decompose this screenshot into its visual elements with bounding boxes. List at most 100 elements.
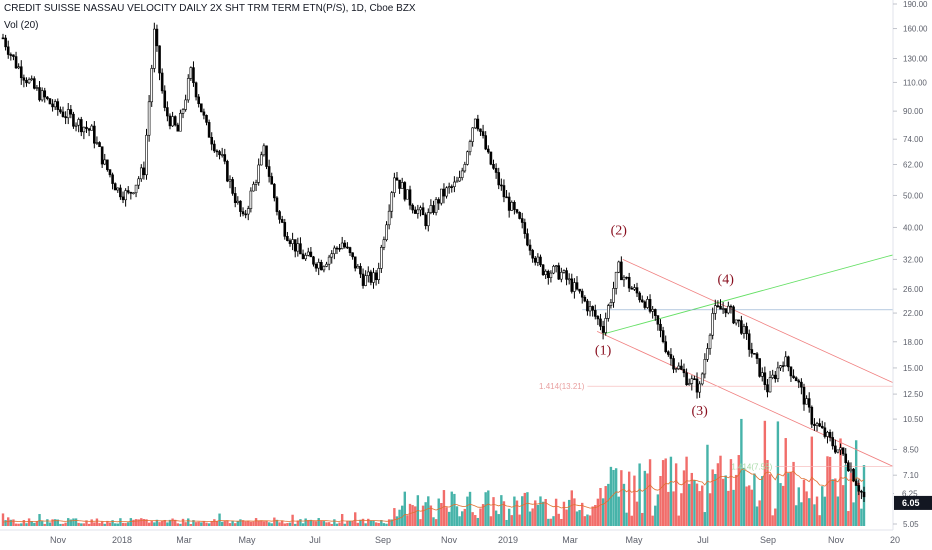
candle-body — [536, 256, 540, 263]
candle-body — [578, 288, 581, 292]
volume-bar — [695, 483, 699, 526]
volume-bar — [429, 505, 433, 526]
candle-body — [690, 378, 694, 384]
candle-body — [773, 374, 777, 380]
trend-line-green[interactable] — [602, 254, 894, 335]
candle-body — [147, 101, 151, 136]
volume-bar — [299, 519, 302, 526]
x-tick-label: Jul — [697, 535, 709, 545]
volume-bar — [466, 496, 469, 526]
candle-body — [476, 118, 480, 130]
candle-body — [484, 135, 487, 150]
volume-bar — [455, 506, 459, 526]
candle-body — [763, 372, 767, 385]
volume-bar — [77, 522, 80, 526]
volume-indicator-label[interactable]: Vol (20) — [4, 20, 39, 31]
volume-bar — [852, 502, 855, 526]
volume-bar — [158, 522, 161, 526]
candle-body — [562, 270, 566, 273]
volume-bar — [740, 418, 743, 526]
candle-body — [249, 190, 253, 209]
candle-body — [703, 359, 707, 375]
volume-bar — [768, 474, 772, 526]
candle-body — [539, 256, 542, 266]
volume-bar — [667, 491, 670, 526]
volume-bar — [826, 456, 829, 526]
y-tick-label: 160.00 — [903, 25, 928, 34]
candle-body — [382, 239, 386, 248]
candle-body — [364, 275, 367, 286]
candle-body — [348, 247, 352, 254]
candle-body — [244, 213, 247, 216]
candle-body — [380, 247, 383, 269]
candle-body — [30, 78, 34, 80]
candle-body — [794, 377, 798, 382]
candle-body — [343, 242, 347, 248]
candle-body — [197, 96, 200, 105]
candle-body — [742, 326, 746, 334]
volume-bar — [129, 518, 133, 526]
volume-bar — [348, 521, 352, 526]
volume-bar — [320, 520, 323, 526]
candle-body — [810, 406, 814, 425]
candle-body — [653, 309, 657, 316]
channel-lower-line[interactable] — [596, 330, 894, 467]
candle-body — [283, 222, 287, 237]
candle-body — [252, 183, 255, 192]
volume-bar — [207, 523, 211, 526]
wave-label: (2) — [611, 224, 628, 239]
y-tick-label: 8.50 — [903, 445, 919, 454]
channel-upper-line[interactable] — [622, 258, 894, 384]
volume-bar — [669, 456, 673, 526]
volume-bar — [497, 514, 500, 526]
volume-bar — [262, 521, 266, 526]
candle-body — [312, 256, 315, 265]
volume-bar — [474, 515, 477, 526]
volume-bar — [9, 519, 13, 526]
volume-bar — [351, 520, 354, 526]
volume-bar — [33, 522, 36, 526]
candle-body — [424, 214, 427, 227]
time-axis[interactable]: Nov 2018 Mar May Jul Sep Nov 2019 Mar May Jul Sep No… — [50, 535, 900, 545]
volume-bar — [841, 485, 845, 526]
candle-body — [648, 299, 652, 312]
volume-bar — [327, 522, 331, 526]
volume-bar — [56, 519, 59, 526]
candle-body — [69, 109, 73, 115]
candle-body — [64, 116, 67, 119]
volume-bar — [166, 522, 169, 526]
candle-body — [839, 447, 842, 451]
candle-body — [468, 141, 472, 153]
volume-bar — [591, 506, 594, 526]
volume-bar — [737, 455, 740, 526]
candle-body — [113, 183, 117, 191]
volume-bar — [380, 520, 383, 526]
candle-body — [528, 244, 532, 251]
volume-bar — [549, 518, 553, 526]
candle-body — [792, 375, 795, 379]
volume-bar — [61, 523, 65, 526]
volume-bar — [575, 511, 579, 526]
volume-bar — [280, 520, 284, 526]
candle-body — [218, 151, 221, 156]
candle-body — [121, 196, 125, 201]
candle-body — [338, 248, 341, 250]
volume-bar — [802, 479, 806, 526]
volume-bar — [703, 512, 707, 526]
candle-body — [620, 261, 623, 281]
candle-body — [6, 46, 10, 55]
volume-bar — [698, 491, 701, 526]
candle-body — [453, 181, 456, 187]
candle-body — [852, 468, 855, 482]
volume-bar — [661, 460, 665, 526]
candle-body — [291, 239, 294, 244]
candle-body — [505, 196, 508, 199]
drawing-lines[interactable]: 1.414(13.21) 1.414(7.55) — [539, 254, 894, 471]
candle-body — [327, 256, 331, 265]
volume-bar — [836, 496, 840, 526]
candle-body — [617, 261, 621, 273]
volume-bar — [753, 473, 756, 526]
price-axis[interactable]: 5.05 6.25 7.10 8.50 10.50 12.50 15.00 18.00 22.0… — [893, 0, 928, 529]
volume-bar — [437, 498, 440, 526]
